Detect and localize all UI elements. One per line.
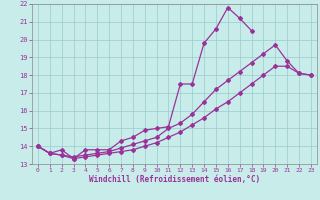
X-axis label: Windchill (Refroidissement éolien,°C): Windchill (Refroidissement éolien,°C) (89, 175, 260, 184)
